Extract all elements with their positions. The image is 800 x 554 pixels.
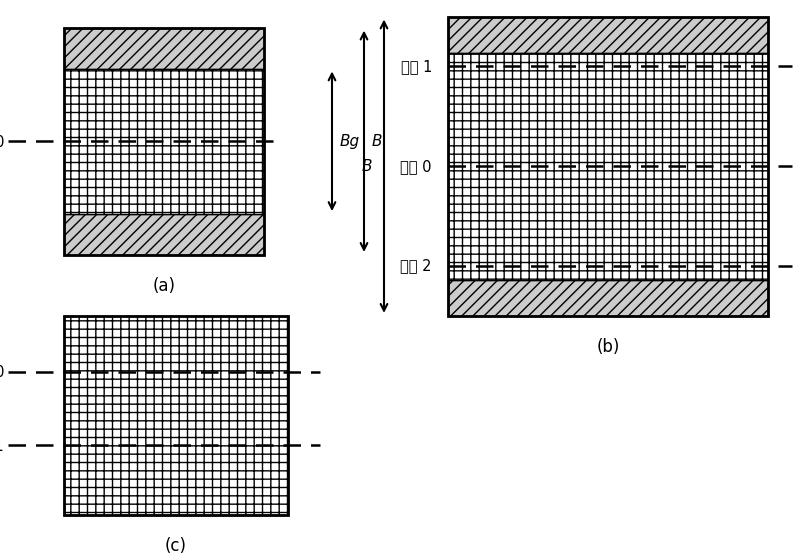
Text: Bg: Bg <box>340 134 360 149</box>
Text: 频段1: 频段1 <box>0 438 4 453</box>
Text: 频段 0: 频段 0 <box>401 158 432 174</box>
Text: (b): (b) <box>596 338 620 356</box>
Text: 频段 0: 频段 0 <box>0 364 4 379</box>
Bar <box>64 28 264 255</box>
Bar <box>64 214 264 255</box>
Text: (a): (a) <box>153 277 175 295</box>
Text: 频段 1: 频段 1 <box>401 59 432 74</box>
Bar <box>64 316 288 515</box>
Bar <box>64 69 264 214</box>
Text: (c): (c) <box>165 537 187 554</box>
Text: B: B <box>372 134 382 149</box>
Text: 频段 2: 频段 2 <box>401 259 432 274</box>
Bar <box>448 53 768 280</box>
Bar <box>64 316 288 515</box>
Bar <box>448 17 768 316</box>
Text: 频段 0: 频段 0 <box>0 134 4 149</box>
Bar <box>448 280 768 316</box>
Bar <box>448 17 768 53</box>
Bar <box>64 28 264 69</box>
Text: B: B <box>362 158 372 174</box>
